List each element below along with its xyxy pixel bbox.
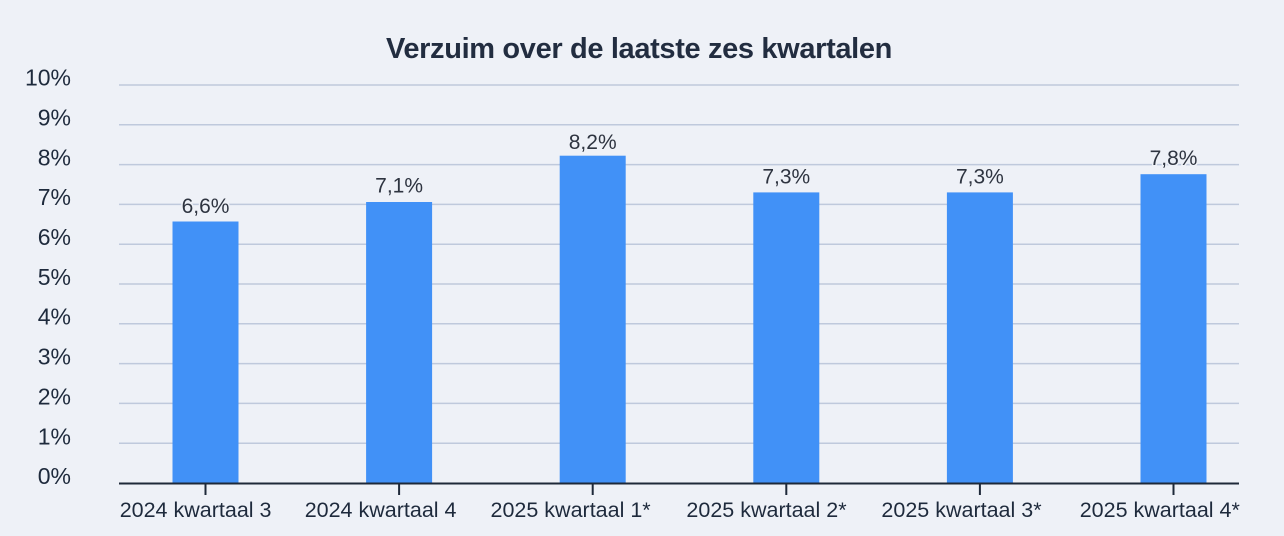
svg-text:2025 kwartaal 3*: 2025 kwartaal 3* <box>881 498 1042 522</box>
svg-text:2025 kwartaal 1*: 2025 kwartaal 1* <box>491 498 652 522</box>
svg-text:Verzuim over de laatste zes kw: Verzuim over de laatste zes kwartalen <box>386 33 892 65</box>
svg-text:3%: 3% <box>38 344 71 370</box>
svg-text:6%: 6% <box>38 224 71 250</box>
svg-text:8%: 8% <box>38 144 71 170</box>
svg-text:9%: 9% <box>38 104 71 130</box>
svg-text:7%: 7% <box>38 184 71 210</box>
svg-text:7,3%: 7,3% <box>762 165 810 188</box>
svg-text:7,3%: 7,3% <box>956 165 1004 188</box>
svg-text:8,2%: 8,2% <box>569 131 617 154</box>
svg-text:0%: 0% <box>38 463 71 489</box>
svg-text:10%: 10% <box>25 65 71 91</box>
svg-text:5%: 5% <box>38 264 71 290</box>
svg-text:6,6%: 6,6% <box>182 195 230 218</box>
svg-text:4%: 4% <box>38 304 71 330</box>
svg-text:2024 kwartaal 3: 2024 kwartaal 3 <box>120 498 272 522</box>
svg-text:2025 kwartaal 2*: 2025 kwartaal 2* <box>686 498 847 522</box>
svg-text:1%: 1% <box>38 423 71 449</box>
svg-text:7,1%: 7,1% <box>375 175 423 198</box>
svg-text:2%: 2% <box>38 383 71 409</box>
svg-text:2025 kwartaal 4*: 2025 kwartaal 4* <box>1080 498 1241 522</box>
svg-text:7,8%: 7,8% <box>1150 147 1198 170</box>
svg-text:2024 kwartaal 4: 2024 kwartaal 4 <box>305 498 457 522</box>
